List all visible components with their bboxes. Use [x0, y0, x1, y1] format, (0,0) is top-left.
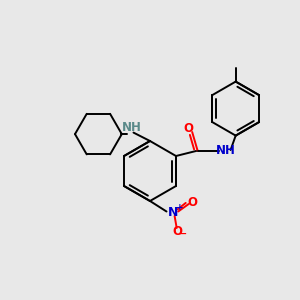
Text: O: O	[183, 122, 193, 135]
Text: −: −	[178, 229, 187, 239]
Text: +: +	[176, 203, 183, 212]
Text: N: N	[168, 206, 178, 219]
Text: NH: NH	[216, 143, 236, 157]
Text: O: O	[187, 196, 197, 209]
Text: O: O	[172, 225, 183, 239]
Text: NH: NH	[122, 121, 142, 134]
